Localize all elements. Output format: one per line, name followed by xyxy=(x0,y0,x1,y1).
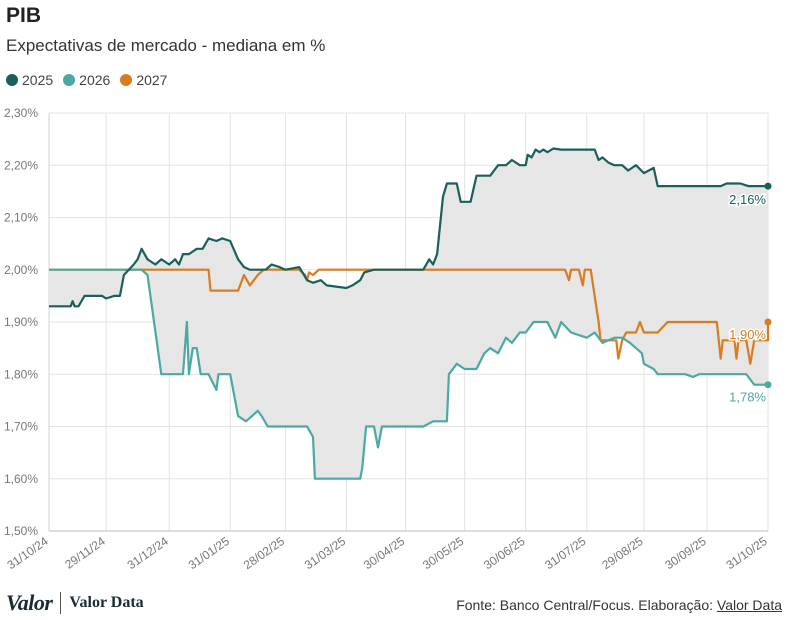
end-label-2026: 1,78% xyxy=(729,390,766,405)
series-line-2026 xyxy=(49,268,768,480)
series-line-2027 xyxy=(49,268,770,365)
x-tick-label: 31/03/25 xyxy=(302,534,349,572)
legend-item-2027[interactable]: 2027 xyxy=(120,72,167,88)
y-tick-label: 1,90% xyxy=(4,315,38,329)
x-tick-label: 30/04/25 xyxy=(361,534,408,572)
y-tick-label: 1,60% xyxy=(4,472,38,486)
logo-valor-text: Valor xyxy=(6,590,53,615)
x-tick-label: 31/01/25 xyxy=(186,534,233,572)
legend-dot-2025 xyxy=(6,74,18,86)
y-tick-label: 2,30% xyxy=(4,106,38,120)
chart-subtitle: Expectativas de mercado - mediana em % xyxy=(6,36,326,55)
x-tick-label: 31/07/25 xyxy=(542,534,589,572)
y-tick-label: 2,00% xyxy=(4,263,38,277)
y-tick-label: 1,80% xyxy=(4,367,38,381)
legend-item-2026[interactable]: 2026 xyxy=(63,72,110,88)
end-point-2026 xyxy=(764,381,772,389)
end-point-2025 xyxy=(764,182,772,190)
end-point-2027 xyxy=(764,318,772,326)
x-tick-label: 29/11/24 xyxy=(62,534,108,572)
x-tick-label: 30/06/25 xyxy=(481,534,528,572)
legend-dot-2027 xyxy=(120,74,133,86)
y-tick-label: 2,20% xyxy=(4,158,38,172)
shaded-band xyxy=(49,148,768,479)
y-tick-label: 2,10% xyxy=(4,211,38,225)
source-note: Fonte: Banco Central/Focus. Elaboração: … xyxy=(456,597,782,613)
logo-valor-data-text: Valor Data xyxy=(69,594,144,611)
legend: 2025 2026 2027 xyxy=(6,72,167,88)
x-tick-label: 30/09/25 xyxy=(662,534,709,572)
x-tick-label: 28/02/25 xyxy=(241,534,288,572)
logo-divider xyxy=(60,592,62,614)
y-tick-label: 1,70% xyxy=(4,420,38,434)
series-line-2025 xyxy=(49,147,768,308)
source-link[interactable]: Valor Data xyxy=(716,597,782,613)
x-tick-label: 31/12/24 xyxy=(125,534,172,572)
source-text: Fonte: Banco Central/Focus. Elaboração: xyxy=(456,597,717,613)
x-tick-label: 30/05/25 xyxy=(420,534,467,572)
x-tick-label: 29/08/25 xyxy=(599,534,646,572)
valor-logo[interactable]: Valor Valor Data xyxy=(6,590,144,616)
chart-title: PIB xyxy=(6,4,42,27)
line-chart: 1,50% 1,60% 1,70% 1,80% 1,90% 2,00% 2,10% 2,20%… xyxy=(4,106,772,572)
legend-label-2025: 2025 xyxy=(22,72,54,88)
legend-label-2026: 2026 xyxy=(79,72,111,88)
x-tick-label: 31/10/25 xyxy=(723,534,770,572)
end-label-2025: 2,16% xyxy=(729,192,766,207)
x-tick-label: 31/10/24 xyxy=(4,534,51,572)
y-tick-label: 1,50% xyxy=(4,524,38,538)
legend-dot-2026 xyxy=(63,74,76,86)
legend-label-2027: 2027 xyxy=(136,72,168,88)
end-label-2027: 1,90% xyxy=(729,327,766,342)
legend-item-2025[interactable]: 2025 xyxy=(6,72,53,88)
